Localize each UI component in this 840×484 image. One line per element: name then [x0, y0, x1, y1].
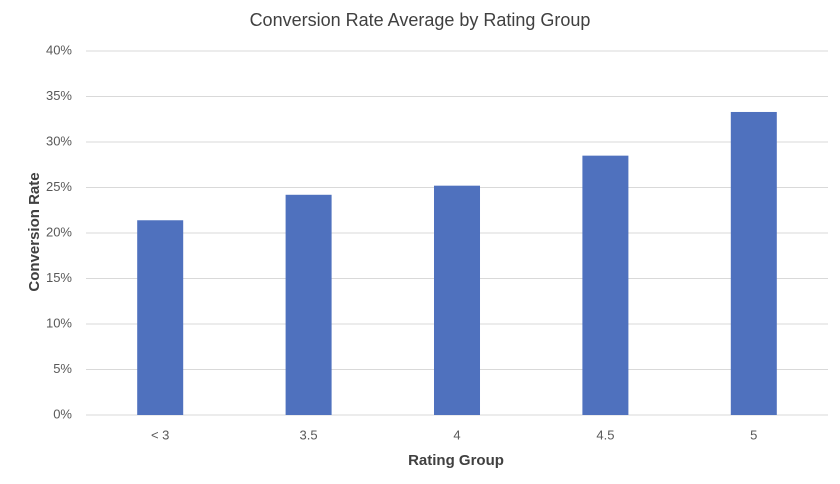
x-axis-title: Rating Group	[408, 452, 504, 469]
bar	[730, 111, 777, 415]
x-tick-label: 5	[750, 427, 757, 442]
y-tick-label: 15%	[46, 270, 72, 285]
y-tick-label: 25%	[46, 179, 72, 194]
bar	[582, 155, 629, 415]
bar	[137, 220, 184, 415]
y-tick-label: 40%	[46, 42, 72, 57]
x-tick-label: 4	[453, 427, 460, 442]
y-tick-label: 0%	[53, 406, 72, 421]
y-tick-label: 10%	[46, 315, 72, 330]
bar	[433, 185, 481, 415]
x-tick-label: < 3	[151, 427, 169, 442]
y-tick-label: 35%	[46, 88, 72, 103]
chart-title: Conversion Rate Average by Rating Group	[250, 10, 591, 30]
x-tick-label: 3.5	[300, 427, 318, 442]
y-tick-label: 5%	[53, 361, 72, 376]
y-tick-label: 20%	[46, 224, 72, 239]
y-axis-title: Conversion Rate	[26, 172, 43, 291]
bar	[285, 194, 332, 415]
x-tick-label: 4.5	[596, 427, 614, 442]
y-tick-label: 30%	[46, 133, 72, 148]
